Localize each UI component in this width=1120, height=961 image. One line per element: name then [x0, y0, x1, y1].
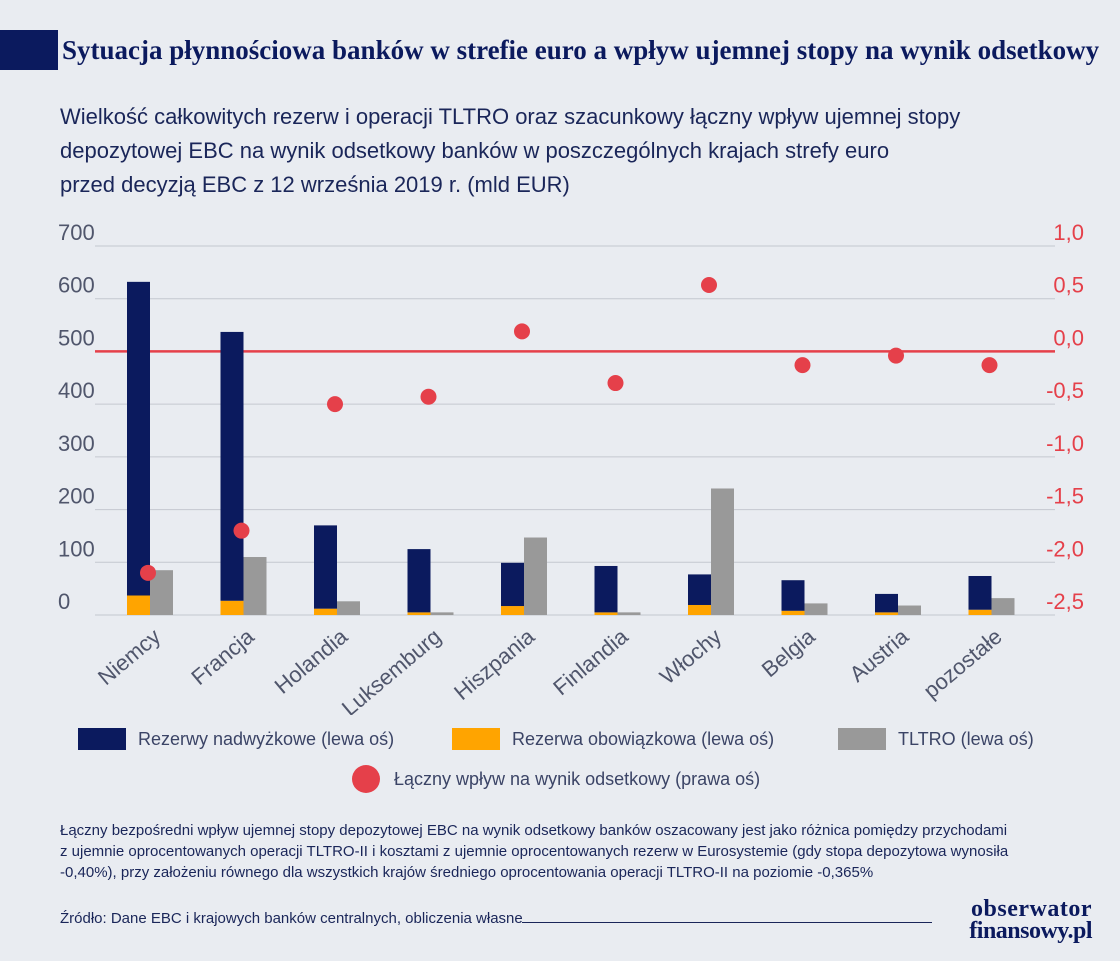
right-tick-label: -0,5	[1046, 378, 1084, 403]
brand-line-1: obserwator	[971, 896, 1092, 922]
bar-required-reserve	[314, 608, 337, 615]
left-tick-label: 300	[58, 431, 95, 456]
bar-tltro	[617, 612, 641, 615]
left-tick-label: 700	[58, 220, 95, 245]
impact-point	[888, 347, 904, 364]
page-title: Sytuacja płynnościowa banków w strefie e…	[58, 30, 1120, 70]
right-tick-label: -1,0	[1046, 431, 1084, 456]
footnote-line: -0,40%), przy założeniu równego dla wszy…	[60, 864, 874, 881]
impact-point	[420, 388, 437, 405]
bar-tltro	[804, 603, 828, 615]
footnote-line: z ujemnie oprocentowanych operacji TLTRO…	[60, 843, 1009, 860]
chart-legend: Rezerwy nadwyżkowe (lewa oś) Rezerwa obo…	[0, 720, 1120, 800]
legend-label: Łączny wpływ na wynik odsetkowy (prawa o…	[394, 768, 761, 789]
right-tick-label: 1,0	[1053, 220, 1084, 245]
chart: 700 1,0 600 0,5 500 0,0 400 -0,5 300 -1,0 200 -1,5 1…	[58, 220, 1084, 715]
category-label: Luksemburg	[337, 624, 446, 715]
bar-required-reserve	[594, 612, 618, 615]
bar-excess-reserves	[127, 281, 150, 596]
subtitle-line: depozytowej EBC na wynik odsetkowy bankó…	[60, 138, 890, 163]
bar-excess-reserves	[875, 593, 898, 613]
impact-point	[140, 564, 156, 581]
bar-required-reserve	[781, 610, 805, 615]
subtitle-line: przed decyzją EBC z 12 września 2019 r. …	[60, 172, 570, 197]
legend-item-required-reserve: Rezerwa obowiązkowa (lewa oś)	[452, 728, 774, 750]
legend-item-tltro: TLTRO (lewa oś)	[838, 728, 1034, 750]
left-tick-label: 200	[58, 484, 95, 509]
left-tick-label: 500	[58, 325, 95, 350]
source-note: Źródło: Dane EBC i krajowych banków cent…	[60, 910, 523, 927]
category-label: Austria	[845, 623, 914, 687]
legend-item-total-impact: Łączny wpływ na wynik odsetkowy (prawa o…	[352, 765, 760, 793]
left-tick-label: 0	[58, 589, 70, 614]
legend-label: TLTRO (lewa oś)	[898, 728, 1034, 749]
bar-required-reserve	[407, 612, 431, 615]
bar-required-reserve	[501, 606, 524, 615]
divider	[522, 922, 932, 923]
category-label: Belgia	[757, 623, 821, 682]
right-tick-label: -2,5	[1046, 589, 1084, 614]
legend-dot-red	[352, 765, 380, 793]
bar-excess-reserves	[781, 580, 805, 611]
bar-excess-reserves	[968, 575, 992, 610]
footnote-line: Łączny bezpośredni wpływ ujemnej stopy d…	[60, 822, 1008, 839]
bar-tltro	[150, 570, 173, 615]
bar-tltro	[524, 537, 547, 615]
impact-point	[607, 375, 624, 392]
bar-excess-reserves	[220, 331, 244, 601]
legend-swatch-gray	[838, 728, 886, 750]
legend-label: Rezerwa obowiązkowa (lewa oś)	[512, 728, 775, 749]
impact-point	[794, 357, 811, 374]
category-label: Finlandia	[548, 623, 633, 700]
impact-point	[233, 522, 250, 539]
impact-point	[327, 396, 343, 413]
category-label: Holandia	[270, 623, 353, 698]
bar-excess-reserves	[688, 574, 711, 605]
right-tick-label: 0,0	[1053, 325, 1084, 350]
bar-tltro	[243, 557, 267, 615]
bar-tltro	[430, 612, 454, 615]
legend-item-excess-reserves: Rezerwy nadwyżkowe (lewa oś)	[78, 728, 394, 750]
bar-excess-reserves	[501, 562, 524, 607]
category-label: Francja	[186, 623, 259, 690]
brand-logo: obserwator finansowy.pl	[942, 896, 1092, 944]
bar-tltro	[898, 605, 921, 615]
impact-point	[514, 323, 530, 340]
bar-required-reserve	[220, 600, 244, 615]
brand-line-2: finansowy.pl	[969, 918, 1092, 944]
category-label: Niemcy	[93, 624, 165, 690]
category-label: pozostałe	[918, 624, 1006, 704]
bar-tltro	[711, 488, 734, 615]
impact-point	[701, 277, 717, 294]
right-tick-label: 0,5	[1053, 273, 1084, 298]
bar-required-reserve	[968, 609, 992, 615]
bar-excess-reserves	[314, 525, 337, 609]
impact-point	[981, 357, 998, 374]
right-tick-label: -2,0	[1046, 536, 1084, 561]
bar-tltro	[337, 601, 360, 615]
category-label: Hiszpania	[449, 623, 540, 705]
bar-required-reserve	[875, 612, 898, 615]
left-tick-label: 600	[58, 273, 95, 298]
bar-required-reserve	[127, 595, 150, 615]
bar-excess-reserves	[407, 549, 431, 613]
legend-label: Rezerwy nadwyżkowe (lewa oś)	[138, 728, 395, 749]
left-tick-label: 400	[58, 378, 95, 403]
bar-excess-reserves	[594, 565, 618, 613]
legend-swatch-navy	[78, 728, 126, 750]
left-tick-label: 100	[58, 536, 95, 561]
bar-tltro	[991, 598, 1015, 615]
bar-required-reserve	[688, 604, 711, 615]
chart-subtitle: Wielkość całkowitych rezerw i operacji T…	[60, 100, 1060, 202]
subtitle-line: Wielkość całkowitych rezerw i operacji T…	[60, 104, 961, 129]
right-tick-label: -1,5	[1046, 484, 1084, 509]
footnote: Łączny bezpośredni wpływ ujemnej stopy d…	[60, 820, 1080, 883]
category-label: Włochy	[655, 624, 726, 690]
legend-swatch-orange	[452, 728, 500, 750]
